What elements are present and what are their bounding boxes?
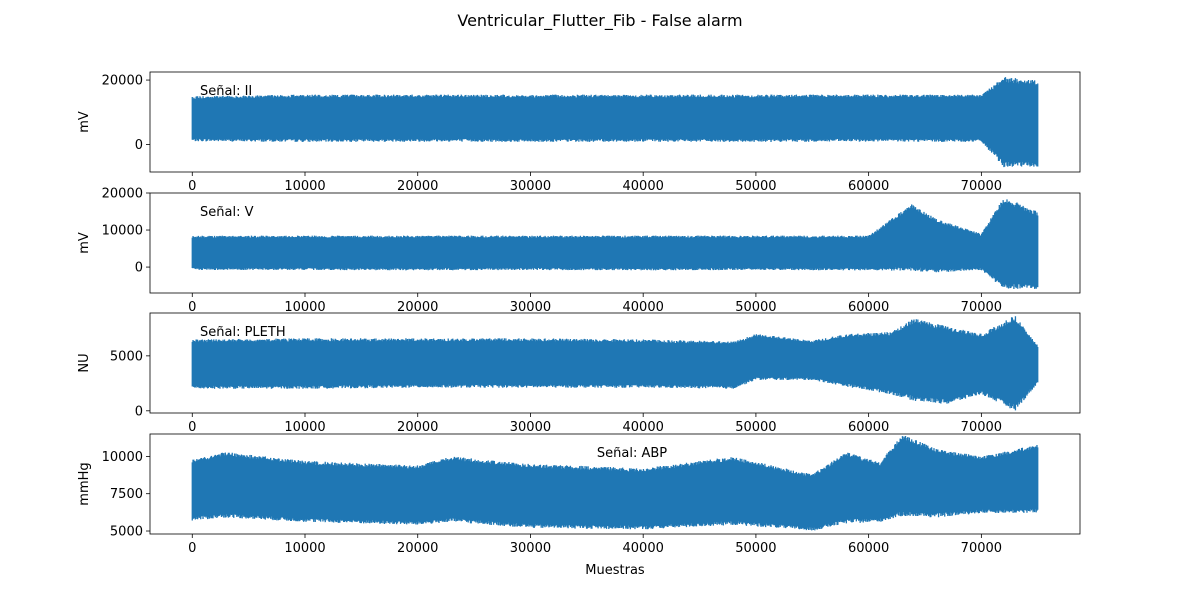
x-tick-label: 10000 — [284, 300, 325, 315]
y-tick-label: 5000 — [110, 349, 143, 364]
x-tick-label: 30000 — [510, 300, 551, 315]
x-axis-label: Muestras — [585, 563, 645, 578]
x-tick-label: 40000 — [623, 541, 664, 556]
x-tick-label: 30000 — [510, 179, 551, 194]
x-tick-label: 50000 — [735, 420, 776, 435]
chart-title: Ventricular_Flutter_Fib - False alarm — [457, 11, 742, 31]
x-tick-label: 10000 — [284, 541, 325, 556]
x-tick-label: 20000 — [397, 179, 438, 194]
y-axis-label: mV — [77, 111, 92, 133]
legend-entry: Señal: V — [200, 205, 254, 220]
y-tick-label: 5000 — [110, 525, 143, 540]
x-tick-label: 70000 — [961, 179, 1002, 194]
x-tick-label: 60000 — [848, 179, 889, 194]
y-tick-label: 10000 — [102, 224, 143, 239]
x-tick-label: 10000 — [284, 420, 325, 435]
y-axis-label: NU — [77, 353, 92, 372]
y-tick-label: 0 — [135, 261, 143, 276]
x-tick-label: 50000 — [735, 179, 776, 194]
y-tick-label: 10000 — [102, 450, 143, 465]
signal-trace — [191, 436, 1039, 531]
x-tick-label: 20000 — [397, 420, 438, 435]
axes-frame — [149, 312, 1081, 414]
axes-frame — [149, 192, 1081, 294]
x-tick-label: 50000 — [735, 541, 776, 556]
x-tick-label: 20000 — [397, 300, 438, 315]
y-axis-label: mV — [77, 232, 92, 254]
x-tick-label: 0 — [188, 179, 196, 194]
signal-trace — [191, 316, 1039, 411]
signal-trace — [191, 77, 1039, 168]
x-tick-label: 30000 — [510, 420, 551, 435]
panel-v: mV 0 10000 20000 30000 40000 50000 60000 70000 0… — [77, 187, 1081, 315]
x-tick-label: 0 — [188, 420, 196, 435]
axes-frame — [149, 71, 1081, 173]
axes-frame — [149, 433, 1081, 535]
legend-entry: Señal: II — [200, 84, 252, 99]
x-tick-label: 60000 — [848, 541, 889, 556]
y-tick-label: 20000 — [102, 74, 143, 89]
x-tick-label: 60000 — [848, 300, 889, 315]
x-tick-label: 40000 — [623, 420, 664, 435]
x-tick-label: 50000 — [735, 300, 776, 315]
x-tick-label: 70000 — [961, 541, 1002, 556]
signal-trace — [191, 199, 1039, 290]
x-tick-label: 0 — [188, 541, 196, 556]
y-tick-label: 7500 — [110, 487, 143, 502]
y-tick-label: 0 — [135, 404, 143, 419]
legend-entry: Señal: PLETH — [200, 325, 286, 340]
panel-abp: mmHg 0 10000 20000 30000 40000 50000 60000 7000… — [77, 433, 1081, 556]
x-tick-label: 60000 — [848, 420, 889, 435]
x-tick-label: 0 — [188, 300, 196, 315]
panel-ii: mV 0 10000 20000 30000 40000 50000 60000 70000 0… — [77, 71, 1081, 194]
x-tick-label: 40000 — [623, 300, 664, 315]
panel-pleth: NU 0 10000 20000 30000 40000 50000 60000 70000 0… — [77, 312, 1081, 435]
x-tick-label: 30000 — [510, 541, 551, 556]
y-axis-label: mmHg — [77, 462, 92, 505]
x-tick-label: 20000 — [397, 541, 438, 556]
x-tick-label: 40000 — [623, 179, 664, 194]
y-tick-label: 0 — [135, 138, 143, 153]
y-tick-label: 20000 — [102, 187, 143, 202]
x-tick-label: 70000 — [961, 300, 1002, 315]
legend-entry: Señal: ABP — [597, 446, 667, 461]
x-tick-label: 70000 — [961, 420, 1002, 435]
x-tick-label: 10000 — [284, 179, 325, 194]
